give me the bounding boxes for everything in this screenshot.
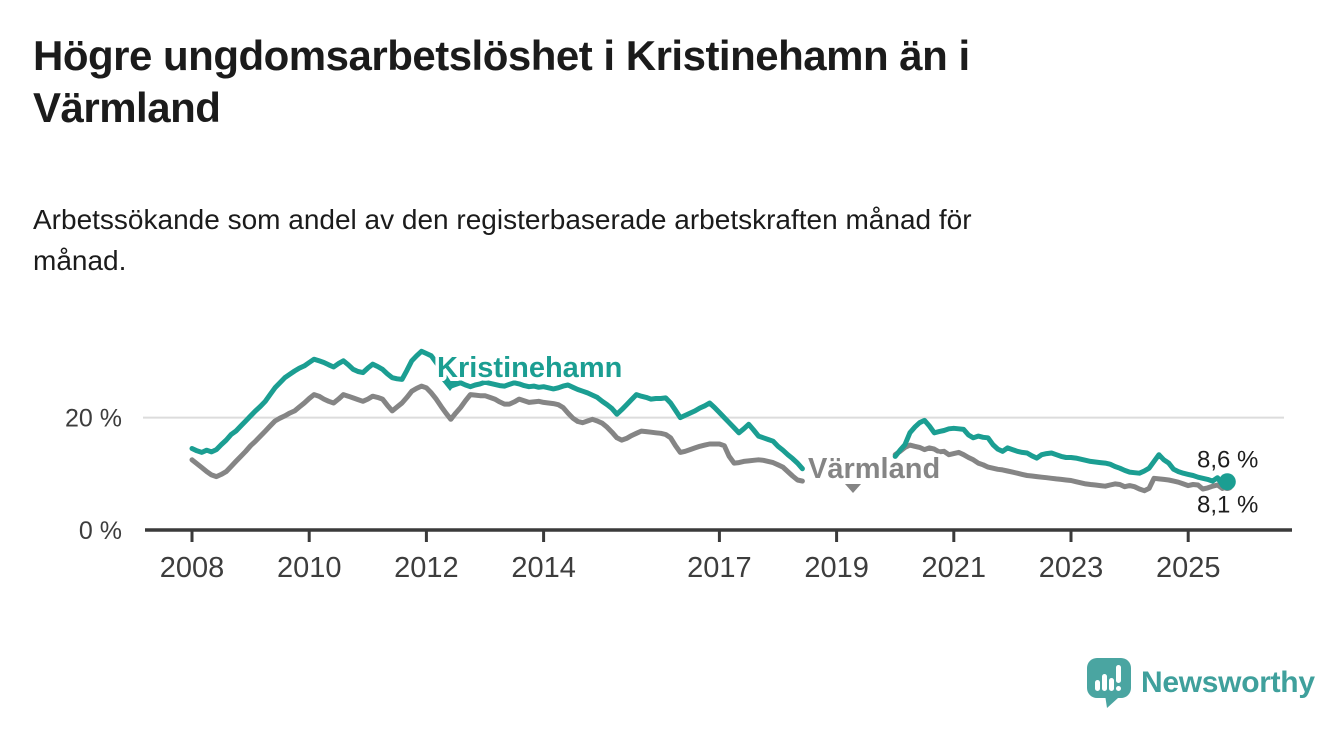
series-label-pointer-icon-varmland	[845, 484, 861, 493]
series-line-kristinehamn	[189, 348, 805, 472]
x-axis-tick-label-2025: 2025	[1156, 552, 1221, 584]
x-axis-tick-label-2023: 2023	[1039, 552, 1104, 584]
series-line-varmland	[189, 383, 805, 484]
page-title: Högre ungdomsarbetslöshet i Kristinehamn…	[33, 30, 970, 134]
x-axis-tick-label-2012: 2012	[394, 552, 459, 584]
x-axis-tick-label-2017: 2017	[687, 552, 752, 584]
chart-subtitle-line: Arbetssökande som andel av den registerb…	[33, 204, 972, 235]
end-value-label-varmland: 8,1 %	[1197, 491, 1258, 518]
logo-exclamation-dot	[1116, 686, 1121, 691]
series-line-kristinehamn	[892, 417, 1230, 488]
x-axis-tick-label-2021: 2021	[922, 552, 987, 584]
page-title-line: Högre ungdomsarbetslöshet i Kristinehamn…	[33, 32, 970, 79]
series-line-varmland	[892, 442, 1230, 494]
newsworthy-logo-text: Newsworthy	[1141, 666, 1315, 699]
logo-bar-tall	[1102, 674, 1107, 691]
page-title-line: Värmland	[33, 84, 221, 131]
chart-subtitle: Arbetssökande som andel av den registerb…	[33, 199, 972, 281]
logo-exclamation-bar	[1116, 665, 1121, 683]
chart-subtitle-line: månad.	[33, 245, 127, 276]
x-axis-tick-label-2019: 2019	[804, 552, 869, 584]
y-axis-tick-label-20: 20 %	[65, 405, 122, 433]
end-value-label-kristinehamn: 8,6 %	[1197, 447, 1258, 474]
y-axis-tick-label-0: 0 %	[79, 517, 122, 545]
series-label-varmland: Värmland	[808, 453, 940, 485]
series-label-pointer-icon-kristinehamn	[442, 381, 458, 391]
newsworthy-logo: Newsworthy	[1086, 657, 1315, 709]
bar-chart-speech-bubble-icon	[1087, 658, 1131, 708]
logo-bar-medium	[1109, 678, 1114, 691]
logo-bar-small	[1095, 680, 1100, 691]
x-axis-tick-label-2008: 2008	[160, 552, 225, 584]
series-end-dot-kristinehamn	[1218, 473, 1236, 491]
x-axis-tick-label-2014: 2014	[511, 552, 576, 584]
x-axis-tick-label-2010: 2010	[277, 552, 342, 584]
series-label-kristinehamn: Kristinehamn	[437, 352, 622, 384]
